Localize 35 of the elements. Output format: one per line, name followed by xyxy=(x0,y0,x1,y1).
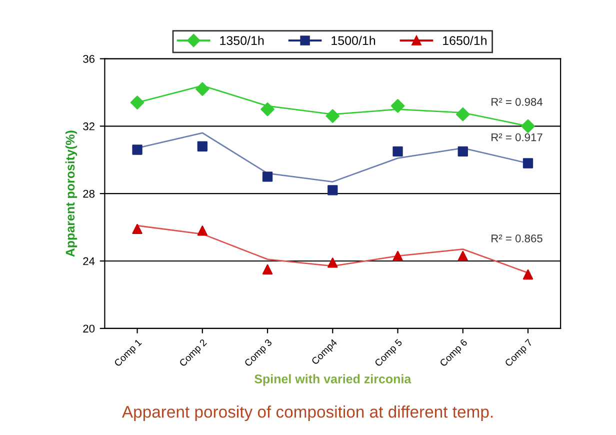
text: Apparent porosity of composition at different temp. xyxy=(122,406,493,422)
point xyxy=(197,226,208,236)
point xyxy=(522,158,534,168)
point xyxy=(522,269,534,280)
point xyxy=(458,250,468,262)
y-tick-label: 24 xyxy=(83,257,95,266)
x-axis-title: Spinel with varied zirconia xyxy=(254,374,412,386)
y-tick-label: 28 xyxy=(83,190,95,198)
point xyxy=(130,96,144,110)
legend-label: 1650/1h xyxy=(443,36,486,46)
annotation: R² = 0.917 xyxy=(492,133,542,142)
legend-label: 1500/1h xyxy=(332,36,376,46)
point xyxy=(328,185,338,196)
point xyxy=(328,258,338,268)
annotation: R² = 0.865 xyxy=(492,234,542,242)
point xyxy=(262,172,273,182)
y-axis-title: Apparent porosity(%) xyxy=(65,130,78,257)
legend-label: 1350/1h xyxy=(220,36,264,46)
point xyxy=(456,107,470,122)
y-tick-label: 20 xyxy=(83,324,95,333)
point xyxy=(132,144,142,155)
annotation: R² = 0.984 xyxy=(492,98,543,106)
y-tick-label: 32 xyxy=(83,122,94,130)
point xyxy=(326,109,340,123)
point xyxy=(195,82,210,96)
point xyxy=(262,264,273,275)
point xyxy=(392,250,403,262)
point xyxy=(197,141,208,152)
point xyxy=(521,119,535,134)
point xyxy=(260,102,274,116)
y-tick-label: 36 xyxy=(83,54,95,63)
point xyxy=(392,146,403,157)
point xyxy=(458,146,468,157)
point xyxy=(132,224,142,234)
point xyxy=(390,99,405,113)
